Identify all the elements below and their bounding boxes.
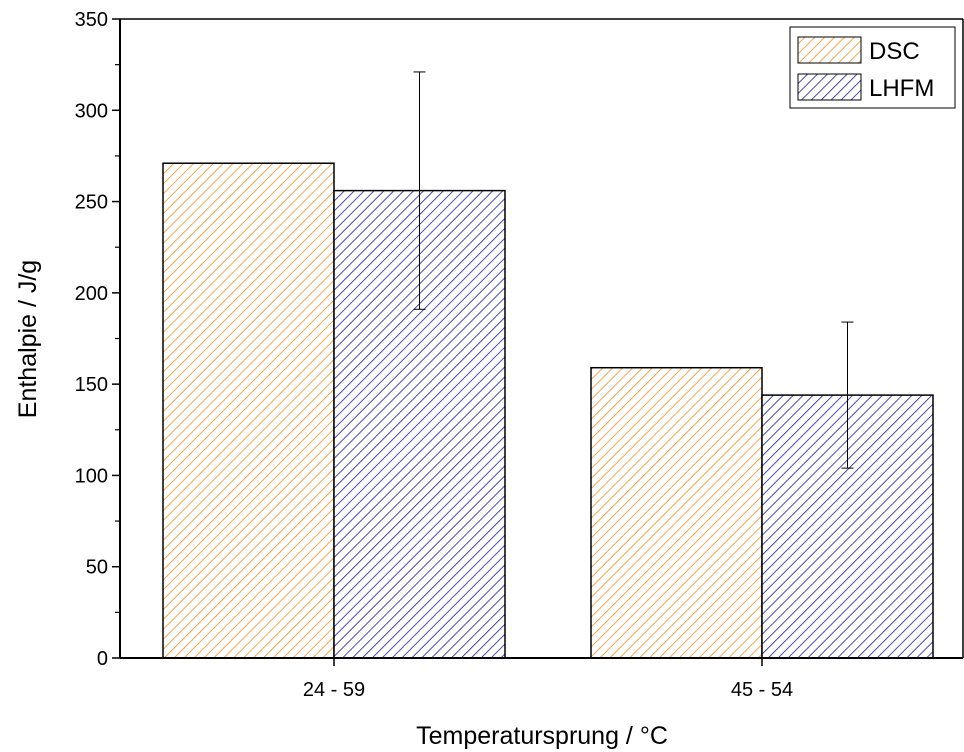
error-bar-lhfm-2 [841,321,854,469]
y-tick-label: 200 [75,283,108,305]
y-tick-label: 300 [75,100,108,122]
ticks-layer: 0 50 100 150 200 250 300 350 24 - 59 45 - 54 [75,9,794,701]
y-tick-label: 350 [75,9,108,31]
legend-swatch-dsc [797,36,862,64]
bar-dsc-2 [590,366,763,659]
y-tick-label: 250 [75,192,108,214]
x-tick-label: 45 - 54 [731,679,793,701]
legend: DSC LHFM [789,26,956,109]
y-tick-label: 50 [86,557,108,579]
y-tick-label: 100 [75,465,108,487]
legend-label-dsc: DSC [869,38,920,65]
y-axis-title: Enthalpie / J/g [14,260,42,418]
y-tick-label: 0 [97,648,108,670]
legend-label-lhfm: LHFM [869,75,934,102]
x-axis-title: Temperatursprung / °C [416,722,668,750]
error-bar-lhfm-1 [413,71,426,310]
error-bars-layer [413,71,854,469]
x-tick-label: 24 - 59 [303,679,365,701]
legend-swatch-lhfm [797,73,862,101]
bars-layer [162,162,934,659]
bar-dsc-1 [162,162,335,659]
y-tick-label: 150 [75,374,108,396]
